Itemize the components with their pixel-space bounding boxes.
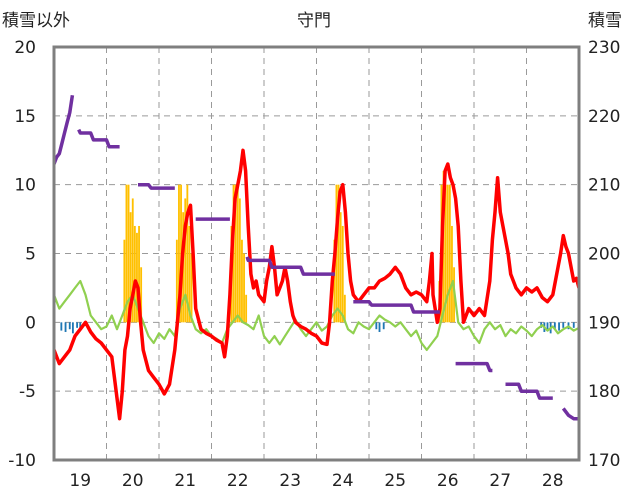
bar-mark xyxy=(382,322,385,330)
y-left-tick-label: 15 xyxy=(14,107,36,127)
y-axis-right-ticks: 230 220 210 200 190 180 170 xyxy=(588,38,620,471)
bar-mark xyxy=(243,253,245,323)
bar-mark xyxy=(68,322,71,330)
x-tick-label: 27 xyxy=(489,471,511,491)
bar-mark xyxy=(446,184,449,323)
series-line xyxy=(561,407,579,421)
bar-mark xyxy=(186,184,189,323)
line-series xyxy=(54,94,579,421)
bar-mark xyxy=(129,212,132,323)
series-line xyxy=(54,148,579,421)
plot-frame xyxy=(52,45,581,462)
y-left-tick-label: 20 xyxy=(14,38,36,58)
bar-mark xyxy=(444,184,447,323)
grid-lines xyxy=(54,47,579,460)
x-tick-label: 21 xyxy=(174,471,196,491)
bar-mark xyxy=(238,198,241,323)
bar-mark xyxy=(140,267,143,323)
x-tick-label: 23 xyxy=(279,471,301,491)
x-tick-label: 20 xyxy=(122,471,144,491)
bar-mark xyxy=(546,322,549,330)
bar-mark xyxy=(341,225,344,323)
bar-mark xyxy=(234,184,237,323)
x-tick-label: 25 xyxy=(384,471,406,491)
bar-mark xyxy=(572,322,575,328)
y-right-tick-label: 210 xyxy=(588,176,620,196)
bar-mark xyxy=(236,184,239,323)
x-tick-label: 19 xyxy=(69,471,91,491)
series-line xyxy=(505,382,553,400)
y-right-tick-label: 200 xyxy=(588,245,620,265)
bar-mark xyxy=(558,322,560,331)
bar-mark xyxy=(188,225,191,323)
bar-mark xyxy=(64,322,67,332)
x-tick-label: 22 xyxy=(227,471,249,491)
bar-mark xyxy=(123,239,126,323)
bar-mark xyxy=(333,239,336,323)
bar-mark xyxy=(190,253,193,323)
series-line xyxy=(138,182,175,190)
bar-mark xyxy=(76,322,79,328)
bar-mark xyxy=(241,239,243,323)
y-axis-right-label: 積雪 xyxy=(588,11,622,31)
bar-mark xyxy=(337,184,340,323)
bar-mark xyxy=(125,184,128,323)
bar-mark xyxy=(184,198,187,323)
series-line xyxy=(77,128,120,149)
bar-mark xyxy=(79,322,82,330)
chart-title: 守門 xyxy=(297,11,331,31)
y-axis-left-label: 積雪以外 xyxy=(2,11,70,31)
bar-mark xyxy=(375,322,378,330)
y-left-tick-label: -10 xyxy=(8,451,36,471)
y-axis-left-ticks: 20 15 10 5 0 -5 -10 xyxy=(8,38,36,471)
y-left-tick-label: -5 xyxy=(19,382,36,402)
bar-mark xyxy=(378,322,381,332)
bar-mark xyxy=(127,184,130,323)
series-line xyxy=(245,256,335,276)
y-right-tick-label: 190 xyxy=(588,313,620,333)
x-tick-label: 26 xyxy=(437,471,459,491)
series-line xyxy=(353,299,440,314)
bar-mark xyxy=(451,225,453,323)
bar-mark xyxy=(175,239,178,323)
y-right-tick-label: 170 xyxy=(588,451,620,471)
bar-mark xyxy=(553,322,556,330)
bar-mark xyxy=(178,184,180,323)
bar-mark xyxy=(138,225,140,323)
y-right-tick-label: 230 xyxy=(588,38,620,58)
y-left-tick-label: 0 xyxy=(25,313,36,333)
x-tick-label: 24 xyxy=(332,471,354,491)
y-right-tick-label: 180 xyxy=(588,382,620,402)
bar-mark xyxy=(343,294,346,323)
bar-mark xyxy=(60,322,63,331)
series-line xyxy=(54,94,75,165)
y-left-tick-label: 5 xyxy=(25,245,36,265)
y-right-tick-label: 220 xyxy=(588,107,620,127)
series-line xyxy=(455,361,493,373)
y-left-tick-label: 10 xyxy=(14,176,36,196)
bar-mark xyxy=(136,232,138,323)
bar-mark xyxy=(131,198,134,323)
x-tick-label: 28 xyxy=(542,471,564,491)
x-axis-ticks: 19 20 21 22 23 24 25 26 27 28 xyxy=(69,471,563,491)
bar-mark xyxy=(71,322,74,334)
bar-mark xyxy=(562,322,565,328)
bar-mark xyxy=(245,294,248,323)
bar-mark xyxy=(133,225,136,323)
bar-mark xyxy=(448,184,451,323)
bar-mark xyxy=(339,212,342,323)
